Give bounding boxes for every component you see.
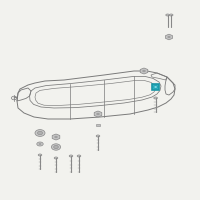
Polygon shape: [52, 134, 60, 140]
Ellipse shape: [55, 136, 57, 138]
Polygon shape: [96, 124, 100, 126]
Polygon shape: [166, 34, 172, 40]
Ellipse shape: [35, 130, 45, 136]
Ellipse shape: [37, 142, 43, 146]
Ellipse shape: [143, 70, 145, 72]
FancyBboxPatch shape: [152, 84, 159, 90]
Ellipse shape: [154, 86, 157, 88]
Ellipse shape: [166, 14, 169, 16]
Ellipse shape: [54, 145, 58, 149]
Polygon shape: [94, 111, 102, 117]
Ellipse shape: [154, 97, 157, 99]
Ellipse shape: [38, 131, 42, 135]
Ellipse shape: [51, 144, 61, 150]
Ellipse shape: [39, 143, 41, 145]
Ellipse shape: [54, 157, 58, 159]
Ellipse shape: [169, 14, 173, 16]
Ellipse shape: [97, 113, 99, 115]
Ellipse shape: [96, 135, 100, 137]
Ellipse shape: [77, 155, 81, 157]
Ellipse shape: [69, 155, 73, 157]
Ellipse shape: [38, 154, 42, 156]
Polygon shape: [140, 68, 148, 74]
Ellipse shape: [168, 36, 170, 38]
